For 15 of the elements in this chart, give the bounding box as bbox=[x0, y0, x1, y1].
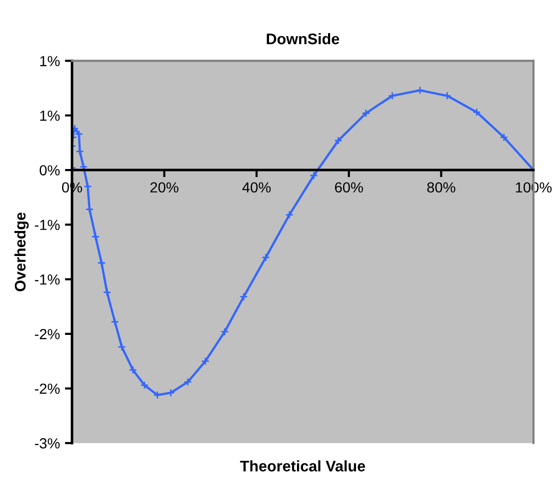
y-tick-label: -3% bbox=[34, 438, 60, 449]
x-tick-label: 40% bbox=[242, 182, 271, 193]
y-tick-label: 1% bbox=[40, 56, 60, 66]
y-tick-label: 1% bbox=[40, 110, 60, 121]
y-tick-label: -1% bbox=[34, 220, 60, 230]
x-tick-label: 60% bbox=[335, 182, 363, 193]
y-tick-label: -2% bbox=[34, 328, 60, 340]
y-tick-label: 0% bbox=[40, 165, 60, 176]
chart-title: DownSide bbox=[266, 33, 340, 44]
y-tick-label: -2% bbox=[34, 384, 60, 394]
y-axis-title: Overhedge bbox=[14, 212, 29, 292]
x-tick-label: 80% bbox=[427, 182, 456, 193]
x-tick-label: 20% bbox=[150, 182, 178, 193]
y-tick-label: -1% bbox=[34, 274, 60, 285]
x-axis-title: Theoretical Value bbox=[240, 460, 366, 472]
